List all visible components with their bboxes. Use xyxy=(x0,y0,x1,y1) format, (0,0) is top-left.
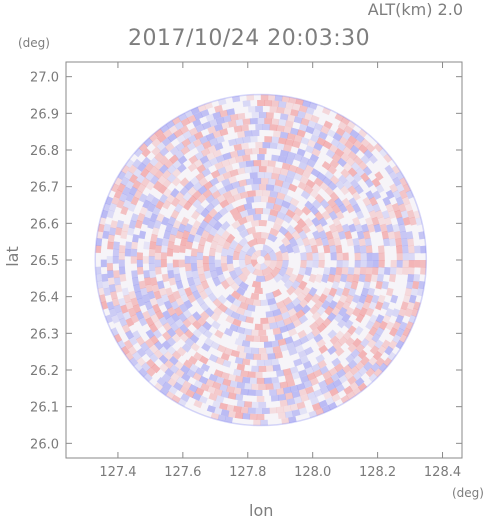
y-tick-label: 26.4 xyxy=(30,291,59,306)
y-tick-label: 26.0 xyxy=(30,437,59,452)
axis-ticks: 127.4 127.6 127.8 128.0 128.2 128.4 26.0 26.1 26… xyxy=(30,62,462,480)
x-axis-unit: (deg) xyxy=(452,486,484,500)
radar-range-ring xyxy=(94,93,428,427)
y-tick-label: 27.0 xyxy=(30,71,59,86)
timestamp-title: 2017/10/24 20:03:30 xyxy=(128,26,371,51)
y-tick-label: 26.5 xyxy=(30,254,59,269)
x-tick-label: 128.2 xyxy=(359,465,396,480)
radar-cells xyxy=(95,94,427,426)
y-tick-label: 26.2 xyxy=(30,364,59,379)
x-tick-label: 127.4 xyxy=(99,465,136,480)
x-axis-label: lon xyxy=(249,501,274,520)
y-tick-label: 26.6 xyxy=(30,217,59,232)
x-tick-label: 128.0 xyxy=(294,465,331,480)
y-tick-label: 26.3 xyxy=(30,327,59,342)
altitude-label: ALT(km) 2.0 xyxy=(367,0,463,19)
radar-field xyxy=(94,93,428,427)
x-tick-label: 128.4 xyxy=(424,465,461,480)
x-tick-label: 127.6 xyxy=(164,465,201,480)
y-tick-label: 26.7 xyxy=(30,181,59,196)
y-tick-label: 26.1 xyxy=(30,401,59,416)
x-tick-label: 127.8 xyxy=(229,465,266,480)
radar-disk xyxy=(95,94,427,426)
y-tick-label: 26.8 xyxy=(30,144,59,159)
y-axis-unit: (deg) xyxy=(18,36,50,50)
y-tick-label: 26.9 xyxy=(30,107,59,122)
